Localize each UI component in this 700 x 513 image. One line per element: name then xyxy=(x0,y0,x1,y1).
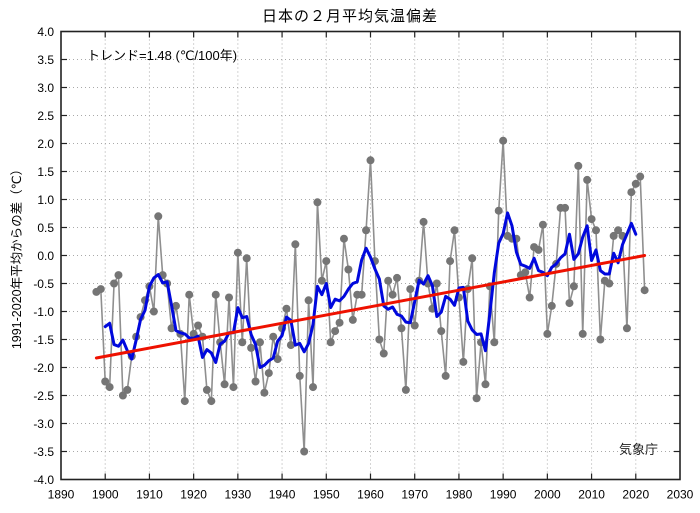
svg-text:0.0: 0.0 xyxy=(37,249,54,263)
svg-text:-4.0: -4.0 xyxy=(33,473,54,487)
svg-text:4.0: 4.0 xyxy=(37,25,54,39)
svg-text:2020: 2020 xyxy=(622,488,649,502)
source-label: 気象庁 xyxy=(618,442,658,457)
svg-text:-1.5: -1.5 xyxy=(33,333,54,347)
svg-text:1960: 1960 xyxy=(357,488,384,502)
svg-text:-3.0: -3.0 xyxy=(33,417,54,431)
svg-text:2.0: 2.0 xyxy=(37,137,54,151)
svg-text:1.5: 1.5 xyxy=(37,165,54,179)
svg-text:2010: 2010 xyxy=(578,488,605,502)
svg-text:1970: 1970 xyxy=(401,488,428,502)
y-axis-label: 1991-2020年平均からの差（℃） xyxy=(10,162,24,350)
svg-text:1900: 1900 xyxy=(92,488,119,502)
svg-text:2.5: 2.5 xyxy=(37,109,54,123)
svg-text:1890: 1890 xyxy=(48,488,75,502)
svg-text:-2.0: -2.0 xyxy=(33,361,54,375)
chart-title: 日本の２月平均気温偏差 xyxy=(261,8,438,25)
svg-text:1950: 1950 xyxy=(313,488,340,502)
svg-text:-3.5: -3.5 xyxy=(33,445,54,459)
svg-text:1.0: 1.0 xyxy=(37,193,54,207)
svg-text:1930: 1930 xyxy=(225,488,252,502)
svg-text:2030: 2030 xyxy=(667,488,694,502)
svg-text:2000: 2000 xyxy=(534,488,561,502)
svg-text:3.0: 3.0 xyxy=(37,81,54,95)
svg-text:1980: 1980 xyxy=(446,488,473,502)
svg-text:0.5: 0.5 xyxy=(37,221,54,235)
svg-text:1910: 1910 xyxy=(136,488,163,502)
svg-text:1940: 1940 xyxy=(269,488,296,502)
svg-text:-0.5: -0.5 xyxy=(33,277,54,291)
trend-annotation: トレンド=1.48 (℃/100年) xyxy=(87,48,238,63)
svg-text:-2.5: -2.5 xyxy=(33,389,54,403)
svg-text:3.5: 3.5 xyxy=(37,53,54,67)
svg-text:1990: 1990 xyxy=(490,488,517,502)
svg-text:1920: 1920 xyxy=(180,488,207,502)
svg-text:-1.0: -1.0 xyxy=(33,305,54,319)
